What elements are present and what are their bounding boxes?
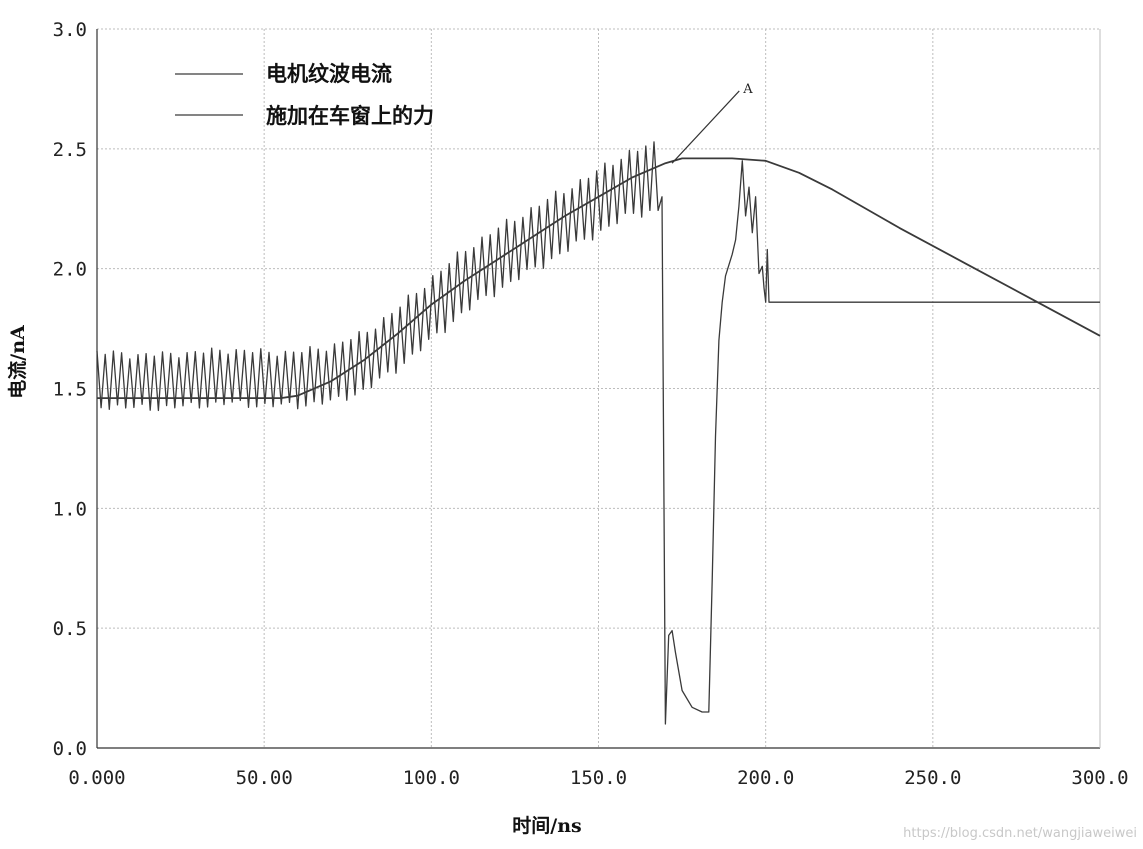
annotation: A	[671, 82, 753, 164]
x-axis-title: 时间/ns	[512, 815, 581, 837]
legend: 电机纹波电流 施加在车窗上的力	[175, 61, 434, 128]
x-tick-label: 50.00	[236, 767, 293, 789]
y-tick-label: 3.0	[53, 19, 87, 41]
y-axis-title: 电流/nA	[6, 325, 29, 399]
y-tick-label: 2.5	[53, 139, 87, 161]
legend-label-1: 电机纹波电流	[266, 61, 392, 86]
watermark-text: https://blog.csdn.net/wangjiaweiwei	[903, 826, 1137, 841]
series-layer	[96, 141, 1101, 725]
y-tick-label: 0.0	[53, 738, 87, 760]
y-tick-label: 1.0	[53, 498, 87, 520]
series-line-1	[96, 141, 1100, 725]
y-tick-label: 0.5	[53, 618, 87, 640]
x-tick-label: 0.000	[68, 767, 125, 789]
x-tick-label: 250.0	[904, 767, 961, 789]
annotation-label: A	[742, 82, 753, 97]
tick-labels: 0.000 50.00 100.0 150.0 200.0 250.0 300.0 0.0 0.…	[53, 19, 1129, 789]
x-tick-label: 300.0	[1071, 767, 1128, 789]
x-tick-label: 200.0	[737, 767, 794, 789]
axes	[96, 29, 1101, 749]
series-line-2	[97, 157, 1101, 399]
annotation-leader-line	[671, 90, 740, 164]
y-tick-label: 1.5	[53, 379, 87, 401]
x-tick-label: 150.0	[570, 767, 627, 789]
x-tick-label: 100.0	[403, 767, 460, 789]
legend-label-2: 施加在车窗上的力	[266, 103, 434, 128]
y-tick-label: 2.0	[53, 259, 87, 281]
